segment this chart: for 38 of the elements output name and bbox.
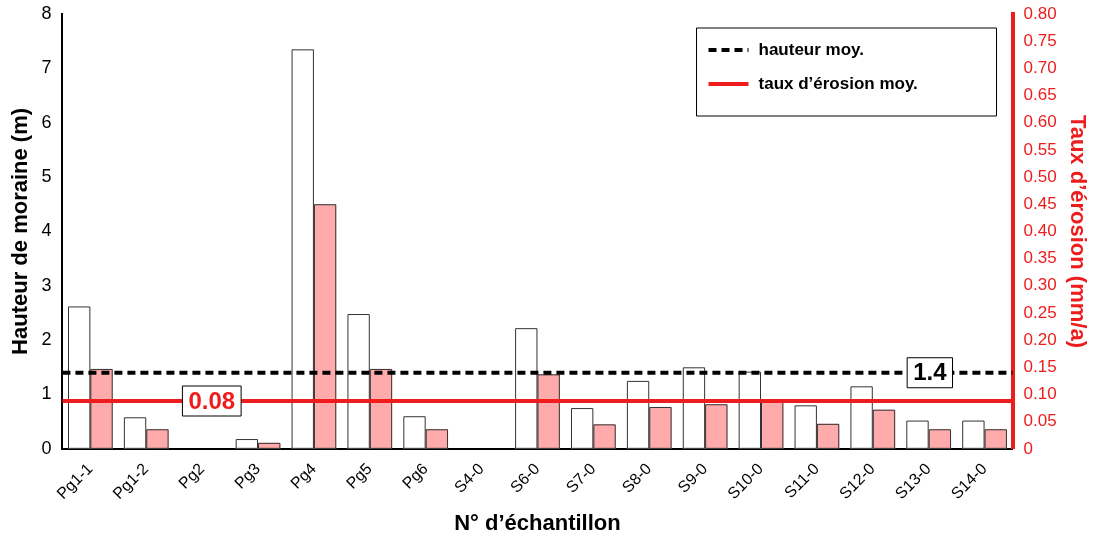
y2-tick-label: 0.30 [1023,275,1057,295]
y2-tick-label: 0 [1023,438,1033,458]
x-tick-label: Pg4 [286,459,320,492]
y2-tick-label: 0.50 [1023,166,1057,186]
y2-tick-label: 0.80 [1023,3,1057,23]
x-tick-label: Pg2 [175,459,208,492]
y2-tick-label: 0.70 [1023,58,1057,78]
y-axis-title: Hauteur de moraine (m) [7,107,33,355]
y2-tick-label: 0.15 [1023,356,1057,376]
y-tick-label: 7 [41,57,52,78]
y2-tick-label: 0.05 [1023,411,1057,431]
legend-label: taux d’érosion moy. [758,73,918,93]
y-tick-label: 2 [41,329,52,350]
y-tick-label: 5 [41,166,52,187]
y-tick-label: 6 [41,111,52,132]
x-tick-label: Pg6 [398,459,431,492]
y2-tick-label: 0.55 [1023,139,1057,159]
legend-label: hauteur moy. [758,39,864,59]
x-tick-label: Pg5 [342,459,376,492]
y2-tick-label: 0.75 [1023,30,1057,50]
y-tick-label: 3 [41,274,52,295]
y2-tick-label: 0.25 [1023,302,1057,322]
x-axis-title: N° d’échantillon [454,509,621,535]
y2-tick-label: 0.45 [1023,193,1057,213]
annotation: 0.08 [188,386,236,414]
y-tick-label: 0 [41,437,52,458]
y2-tick-label: 0.60 [1023,112,1057,132]
y2-axis-title: Taux d’érosion (mm/a) [1065,114,1091,348]
y2-tick-label: 0.10 [1023,384,1057,404]
y-tick-label: 4 [41,220,52,241]
y2-tick-label: 0.35 [1023,248,1057,268]
y2-tick-label: 0.20 [1023,329,1057,349]
y2-tick-label: 0.65 [1023,85,1057,105]
x-tick-label: Pg3 [231,459,264,492]
y2-tick-label: 0.40 [1023,221,1057,241]
annotation: 1.4 [913,358,948,386]
y-tick-label: 8 [41,2,52,23]
y-tick-label: 1 [41,383,52,404]
